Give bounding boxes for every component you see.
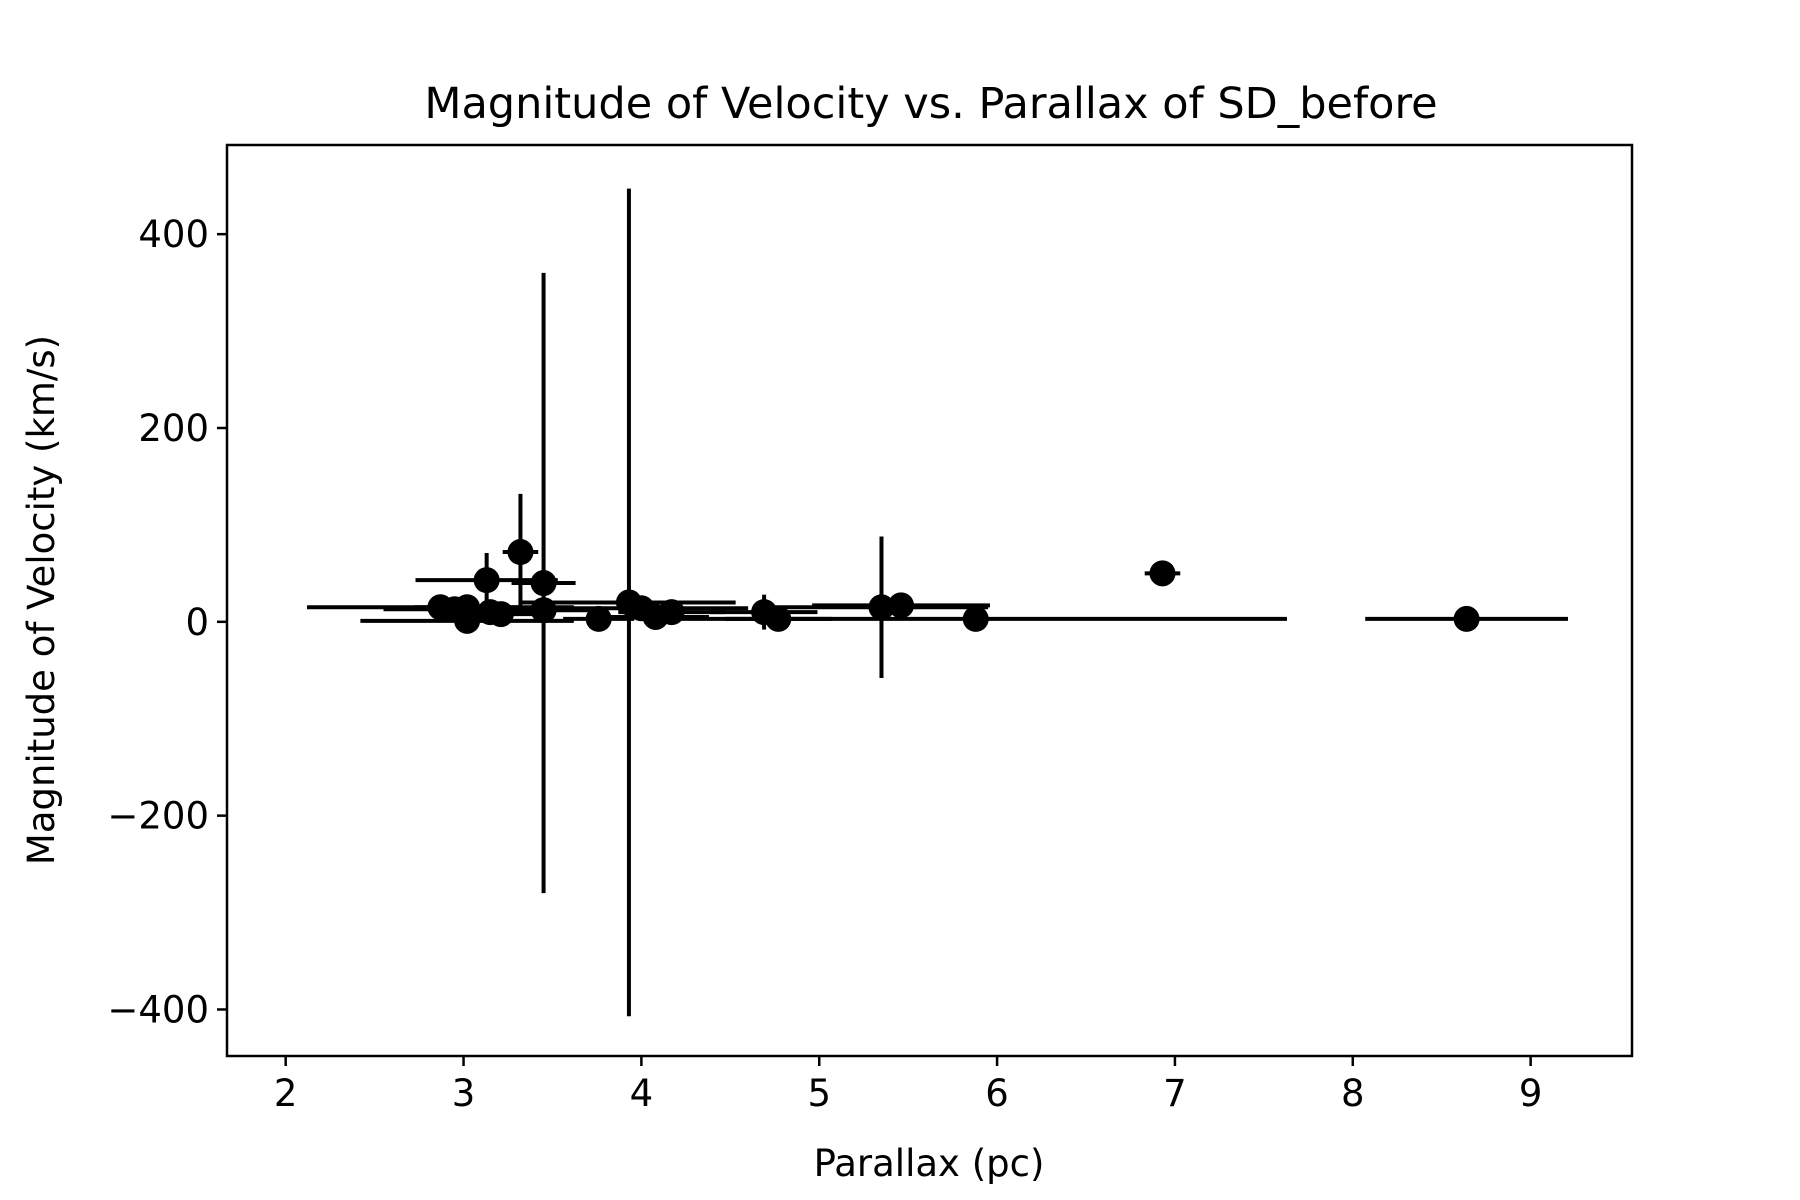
data-point [487, 601, 514, 628]
y-axis: −400 −200 0 200 400 [107, 213, 227, 1031]
plot-area [307, 188, 1568, 1017]
x-tick-label: 8 [1341, 1072, 1365, 1115]
x-tick-label: 5 [807, 1072, 831, 1115]
data-point [585, 605, 612, 632]
x-axis-label: Parallax (pc) [814, 1142, 1045, 1185]
data-point [1453, 605, 1480, 632]
data-point [962, 605, 989, 632]
data-point [888, 592, 915, 619]
data-point [454, 594, 481, 621]
data-point [1149, 560, 1176, 587]
x-tick-label: 2 [274, 1072, 298, 1115]
chart-title: Magnitude of Velocity vs. Parallax of SD… [424, 79, 1437, 129]
data-point [507, 539, 534, 566]
x-tick-label: 3 [452, 1072, 476, 1115]
y-tick-label: 200 [138, 407, 209, 450]
data-point [473, 567, 500, 594]
data-point [868, 594, 895, 621]
x-axis: 2 3 4 5 6 7 8 9 [274, 1056, 1542, 1115]
y-tick-label: 0 [185, 601, 209, 644]
y-tick-label: 400 [138, 213, 209, 256]
data-point [765, 605, 792, 632]
x-tick-label: 9 [1519, 1072, 1543, 1115]
data-point [530, 570, 557, 597]
x-tick-label: 4 [630, 1072, 654, 1115]
y-tick-label: −400 [107, 988, 209, 1031]
x-tick-label: 7 [1163, 1072, 1187, 1115]
y-axis-label: Magnitude of Velocity (km/s) [20, 335, 63, 865]
plot-frame [225, 143, 1634, 1058]
x-tick-label: 6 [985, 1072, 1009, 1115]
data-point [530, 597, 557, 624]
data-point [658, 599, 685, 626]
y-tick-label: −200 [107, 795, 209, 838]
